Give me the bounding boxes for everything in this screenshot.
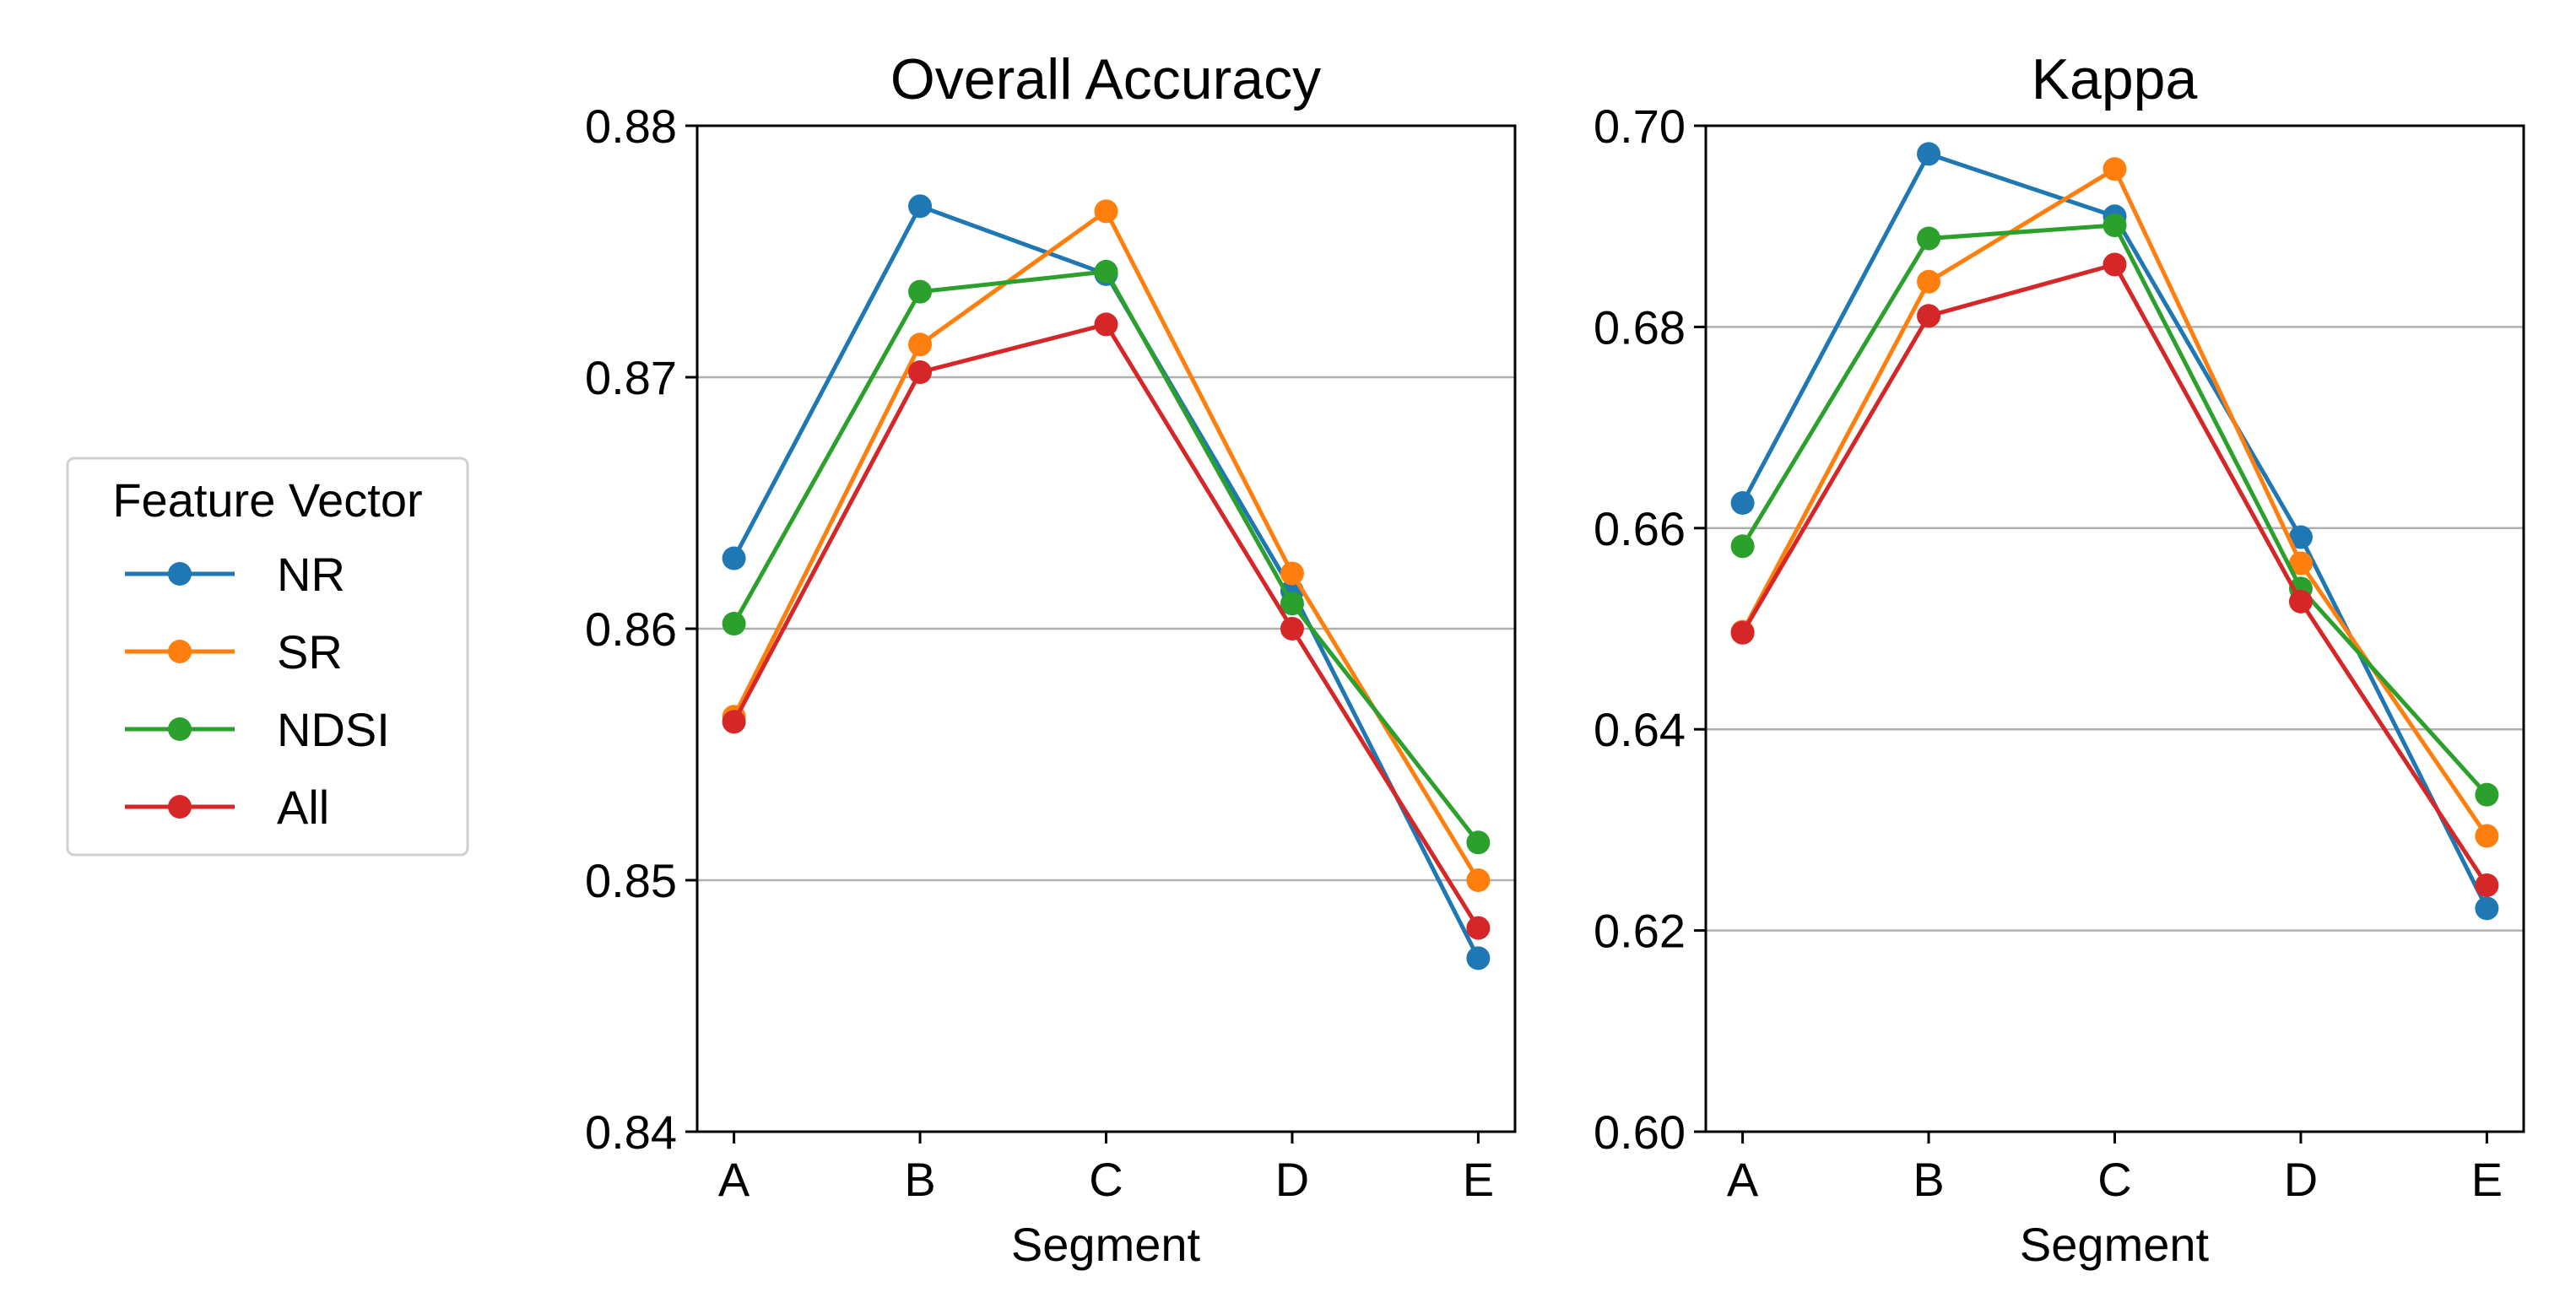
kappa-xtick-label: D bbox=[2284, 1153, 2318, 1206]
legend-label-all: All bbox=[277, 781, 329, 834]
kappa-panel: 0.60 0.62 0.64 0.66 0.68 0.70 A B C D E Kappa Segm… bbox=[1594, 47, 2525, 1271]
overall-accuracy-point-all bbox=[722, 710, 746, 734]
overall-accuracy-point-sr bbox=[1280, 561, 1304, 586]
kappa-point-ndsi bbox=[2102, 214, 2127, 238]
kappa-point-ndsi bbox=[2475, 782, 2499, 807]
overall-accuracy-point-ndsi bbox=[722, 612, 746, 636]
kappa-series bbox=[1730, 142, 2499, 921]
kappa-xtick-label: A bbox=[1727, 1153, 1759, 1206]
kappa-point-sr bbox=[2288, 551, 2313, 576]
overall-accuracy-xtick-label: B bbox=[904, 1153, 935, 1206]
kappa-ytick-label: 0.68 bbox=[1594, 300, 1686, 354]
kappa-xtick-label: C bbox=[2097, 1153, 2131, 1206]
kappa-point-nr bbox=[2475, 896, 2499, 921]
kappa-grid bbox=[1706, 326, 2524, 932]
kappa-point-all bbox=[2475, 873, 2499, 897]
kappa-xlabel: Segment bbox=[2020, 1218, 2210, 1271]
overall-accuracy-ticks: 0.84 0.85 0.86 0.87 0.88 A B C D E bbox=[585, 100, 1494, 1206]
kappa-line-ndsi bbox=[1740, 223, 2489, 797]
overall-accuracy-xtick-label: D bbox=[1275, 1153, 1309, 1206]
kappa-point-sr bbox=[1917, 269, 1941, 294]
overall-accuracy-xtick-label: E bbox=[1463, 1153, 1494, 1206]
overall-accuracy-point-all bbox=[908, 360, 933, 385]
overall-accuracy-point-ndsi bbox=[1466, 830, 1491, 855]
kappa-xtick-label: B bbox=[1913, 1153, 1944, 1206]
overall-accuracy-point-sr bbox=[1466, 868, 1491, 892]
kappa-ytick-label: 0.64 bbox=[1594, 703, 1686, 756]
kappa-point-all bbox=[1730, 620, 1755, 645]
legend-title: Feature Vector bbox=[112, 473, 422, 527]
kappa-point-sr bbox=[2102, 157, 2127, 181]
overall-accuracy-point-nr bbox=[908, 194, 933, 219]
kappa-point-sr bbox=[2475, 824, 2499, 848]
kappa-point-nr bbox=[1730, 491, 1755, 515]
legend-frame bbox=[66, 457, 469, 857]
overall-accuracy-title: Overall Accuracy bbox=[890, 47, 1321, 111]
overall-accuracy-point-ndsi bbox=[1094, 259, 1118, 284]
kappa-ytick-label: 0.60 bbox=[1594, 1106, 1686, 1159]
kappa-point-nr bbox=[2288, 525, 2313, 549]
overall-accuracy-point-nr bbox=[1466, 946, 1491, 970]
legend-marker-nr bbox=[168, 562, 192, 586]
kappa-point-all bbox=[2102, 252, 2127, 277]
kappa-point-all bbox=[1917, 304, 1941, 328]
kappa-point-ndsi bbox=[1917, 226, 1941, 251]
overall-accuracy-point-ndsi bbox=[908, 279, 933, 304]
kappa-point-nr bbox=[1917, 142, 1941, 166]
overall-accuracy-point-all bbox=[1466, 916, 1491, 940]
overall-accuracy-point-ndsi bbox=[1280, 592, 1304, 616]
overall-accuracy-grid bbox=[697, 376, 1515, 882]
legend-label-sr: SR bbox=[277, 625, 343, 679]
kappa-ytick-label: 0.70 bbox=[1594, 100, 1686, 153]
kappa-title: Kappa bbox=[2032, 47, 2198, 111]
kappa-xtick-label: E bbox=[2471, 1153, 2503, 1206]
overall-accuracy-line-all bbox=[732, 322, 1480, 929]
overall-accuracy-ytick-label: 0.85 bbox=[585, 854, 677, 907]
overall-accuracy-ytick-label: 0.86 bbox=[585, 603, 677, 656]
legend-marker-ndsi bbox=[168, 717, 192, 741]
overall-accuracy-point-sr bbox=[908, 333, 933, 357]
overall-accuracy-point-all bbox=[1094, 312, 1118, 337]
overall-accuracy-line-sr bbox=[732, 208, 1480, 882]
kappa-ytick-label: 0.62 bbox=[1594, 905, 1686, 958]
legend: Feature Vector NR SR NDSI All bbox=[66, 457, 469, 857]
legend-marker-all bbox=[168, 795, 192, 819]
overall-accuracy-ytick-label: 0.84 bbox=[585, 1106, 677, 1159]
overall-accuracy-xtick-label: C bbox=[1089, 1153, 1123, 1206]
legend-marker-sr bbox=[168, 640, 192, 663]
overall-accuracy-series bbox=[722, 194, 1491, 970]
kappa-axes-frame bbox=[1704, 124, 2525, 1133]
overall-accuracy-ytick-label: 0.88 bbox=[585, 100, 677, 153]
overall-accuracy-point-all bbox=[1280, 617, 1304, 641]
kappa-ticks: 0.60 0.62 0.64 0.66 0.68 0.70 A B C D E bbox=[1594, 100, 2503, 1206]
legend-label-ndsi: NDSI bbox=[277, 703, 390, 756]
overall-accuracy-point-sr bbox=[1094, 199, 1118, 224]
overall-accuracy-panel: 0.84 0.85 0.86 0.87 0.88 A B C D E Overall Accura… bbox=[585, 47, 1517, 1271]
kappa-ytick-label: 0.66 bbox=[1594, 502, 1686, 555]
overall-accuracy-point-nr bbox=[722, 546, 746, 570]
legend-entries: NR SR NDSI All bbox=[125, 548, 390, 834]
overall-accuracy-ytick-label: 0.87 bbox=[585, 351, 677, 404]
kappa-point-ndsi bbox=[1730, 534, 1755, 559]
overall-accuracy-xlabel: Segment bbox=[1011, 1218, 1201, 1271]
legend-label-nr: NR bbox=[277, 548, 345, 601]
overall-accuracy-xtick-label: A bbox=[718, 1153, 750, 1206]
kappa-point-all bbox=[2288, 589, 2313, 614]
overall-accuracy-line-ndsi bbox=[732, 269, 1480, 844]
